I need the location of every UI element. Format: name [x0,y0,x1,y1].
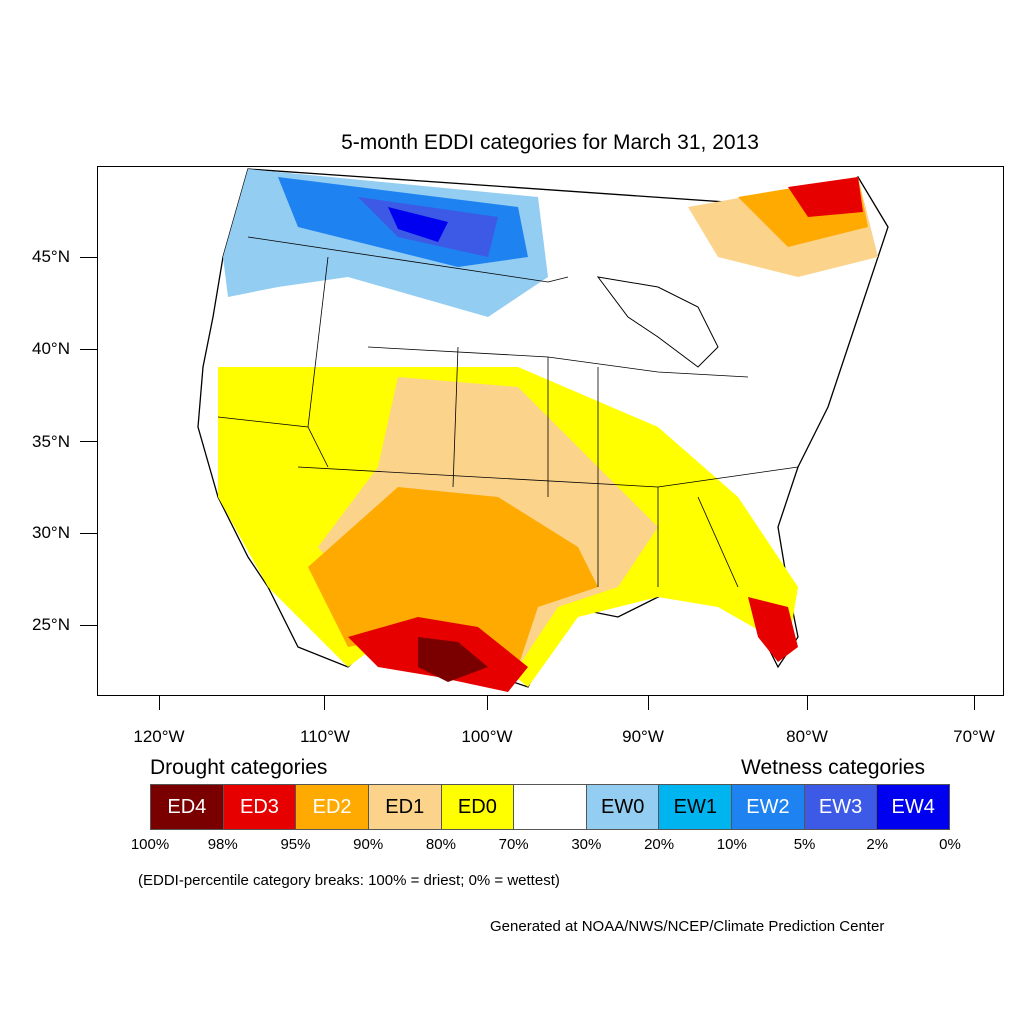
lat-tick [80,349,97,350]
lon-tick [487,696,488,710]
legend-break-label: 80% [425,836,456,853]
lon-tick [648,696,649,710]
map-title: 5-month EDDI categories for March 31, 20… [341,131,759,154]
legend-cell-ew4: EW4 [877,785,950,829]
legend-cell-ew3: EW3 [804,785,878,829]
lon-tick [324,696,325,710]
lon-label-80: 80°W [786,727,828,746]
legend-cell-neutral [514,785,587,829]
legend-break-label: 30% [571,836,602,853]
legend-color-bar: ED4 ED3 ED2 ED1 ED0 EW0 EW1 EW2 EW3 EW4 [150,784,950,830]
credit-text: Generated at NOAA/NWS/NCEP/Climate Predi… [490,918,885,935]
legend-cell-ed3: ED3 [223,785,297,829]
lon-label-100: 100°W [461,727,513,746]
lat-tick [80,257,97,258]
lon-label-70: 70°W [953,727,995,746]
lat-tick [80,533,97,534]
lon-tick [159,696,160,710]
dry-region-florida [748,597,798,662]
legend-break-label: 70% [498,836,529,853]
legend-break-label: 20% [644,836,675,853]
legend-cell-ed0: ED0 [441,785,515,829]
lon-tick [807,696,808,710]
legend-break-label: 98% [207,836,238,853]
lon-label-110: 110°W [300,727,350,746]
legend-break-label: 5% [793,836,816,853]
legend-break-label: 95% [280,836,311,853]
lat-label-30: 30°N [32,523,70,542]
lat-label-40: 40°N [32,339,70,358]
legend-break-label: 0% [939,836,961,853]
lat-label-35: 35°N [32,432,70,451]
legend-cell-ed4: ED4 [151,785,224,829]
legend-cell-ew2: EW2 [732,785,805,829]
lat-tick [80,625,97,626]
wetness-legend-title: Wetness categories [741,756,926,779]
dry-region-ed2 [308,487,598,667]
legend-break-label: 100% [130,836,170,853]
map-frame [97,166,1004,696]
legend-cell-ew1: EW1 [659,785,733,829]
category-note: (EDDI-percentile category breaks: 100% =… [138,872,560,889]
legend-break-label: 90% [353,836,384,853]
legend-cell-ed2: ED2 [296,785,369,829]
lat-label-25: 25°N [32,615,70,634]
lon-label-120: 120°W [133,727,185,746]
legend-break-label: 10% [716,836,747,853]
dry-region-ed4 [418,637,488,682]
wet-region-core [388,207,448,242]
legend-cell-ew0: EW0 [586,785,660,829]
legend-cell-ed1: ED1 [368,785,442,829]
drought-legend-title: Drought categories [150,756,328,779]
lon-label-90: 90°W [622,727,664,746]
lon-tick [974,696,975,710]
legend-break-label: 2% [866,836,889,853]
eddi-map [197,168,889,692]
lat-label-45: 45°N [32,247,70,266]
state-borders [217,236,799,588]
lat-tick [80,441,97,442]
great-lakes [596,276,719,368]
dry-region-northeast-ed3 [788,177,863,217]
